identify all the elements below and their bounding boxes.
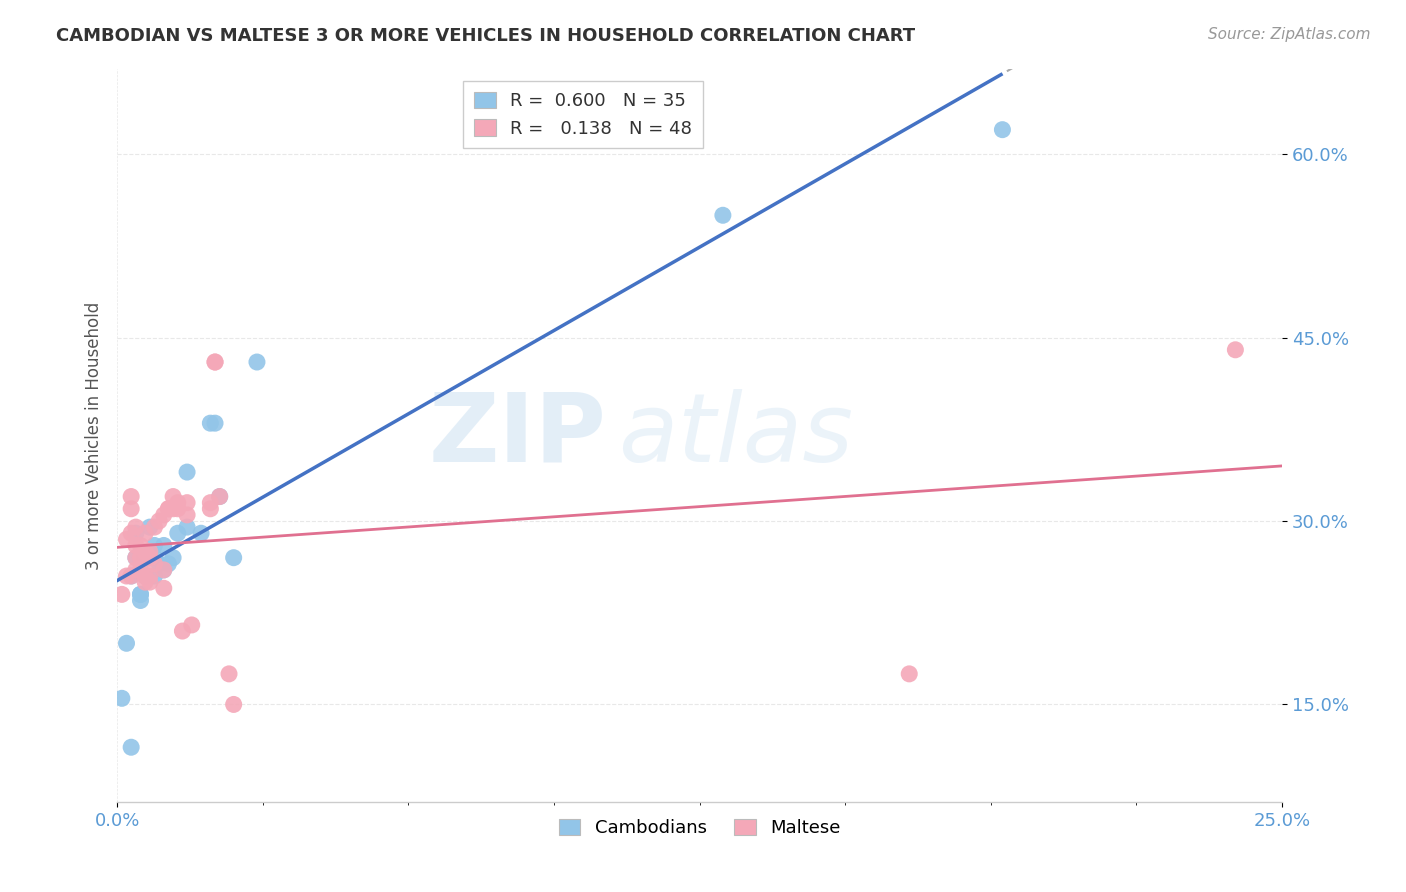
- Point: [129, 587, 152, 601]
- Point: [120, 740, 142, 755]
- Point: [157, 501, 180, 516]
- Text: ZIP: ZIP: [429, 389, 606, 482]
- Point: [115, 636, 138, 650]
- Point: [222, 550, 245, 565]
- Point: [134, 550, 156, 565]
- Point: [134, 544, 156, 558]
- Point: [139, 550, 162, 565]
- Point: [129, 563, 152, 577]
- Point: [166, 501, 188, 516]
- Point: [120, 569, 142, 583]
- Point: [134, 569, 156, 583]
- Point: [190, 526, 212, 541]
- Point: [176, 465, 198, 479]
- Point: [991, 122, 1014, 136]
- Point: [246, 355, 269, 369]
- Point: [898, 666, 921, 681]
- Point: [125, 550, 148, 565]
- Point: [129, 593, 152, 607]
- Point: [157, 557, 180, 571]
- Point: [120, 490, 142, 504]
- Point: [143, 550, 166, 565]
- Point: [120, 501, 142, 516]
- Point: [129, 538, 152, 552]
- Point: [115, 569, 138, 583]
- Point: [129, 587, 152, 601]
- Point: [148, 557, 170, 571]
- Text: CAMBODIAN VS MALTESE 3 OR MORE VEHICLES IN HOUSEHOLD CORRELATION CHART: CAMBODIAN VS MALTESE 3 OR MORE VEHICLES …: [56, 27, 915, 45]
- Point: [172, 624, 194, 638]
- Y-axis label: 3 or more Vehicles in Household: 3 or more Vehicles in Household: [86, 301, 103, 569]
- Point: [129, 550, 152, 565]
- Point: [162, 490, 184, 504]
- Point: [152, 563, 174, 577]
- Point: [111, 587, 134, 601]
- Point: [139, 569, 162, 583]
- Text: Source: ZipAtlas.com: Source: ZipAtlas.com: [1208, 27, 1371, 42]
- Point: [125, 563, 148, 577]
- Legend: Cambodians, Maltese: Cambodians, Maltese: [551, 812, 848, 845]
- Point: [204, 355, 226, 369]
- Point: [139, 544, 162, 558]
- Point: [125, 520, 148, 534]
- Point: [134, 526, 156, 541]
- Point: [115, 533, 138, 547]
- Point: [222, 698, 245, 712]
- Point: [125, 550, 148, 565]
- Text: atlas: atlas: [619, 389, 853, 482]
- Point: [143, 538, 166, 552]
- Point: [152, 581, 174, 595]
- Point: [200, 496, 222, 510]
- Point: [711, 208, 734, 222]
- Point: [208, 490, 231, 504]
- Point: [143, 520, 166, 534]
- Point: [125, 526, 148, 541]
- Point: [162, 501, 184, 516]
- Point: [143, 569, 166, 583]
- Point: [180, 618, 202, 632]
- Point: [152, 508, 174, 522]
- Point: [218, 666, 240, 681]
- Point: [200, 416, 222, 430]
- Point: [166, 496, 188, 510]
- Point: [111, 691, 134, 706]
- Point: [134, 550, 156, 565]
- Point: [148, 514, 170, 528]
- Point: [166, 526, 188, 541]
- Point: [176, 496, 198, 510]
- Point: [120, 569, 142, 583]
- Point: [139, 550, 162, 565]
- Point: [134, 569, 156, 583]
- Point: [208, 490, 231, 504]
- Point: [143, 557, 166, 571]
- Point: [139, 544, 162, 558]
- Point: [1225, 343, 1247, 357]
- Point: [139, 544, 162, 558]
- Point: [200, 501, 222, 516]
- Point: [120, 526, 142, 541]
- Point: [204, 416, 226, 430]
- Point: [152, 538, 174, 552]
- Point: [176, 508, 198, 522]
- Point: [162, 550, 184, 565]
- Point: [139, 550, 162, 565]
- Point: [139, 575, 162, 590]
- Point: [139, 520, 162, 534]
- Point: [125, 538, 148, 552]
- Point: [152, 563, 174, 577]
- Point: [176, 520, 198, 534]
- Point: [134, 575, 156, 590]
- Point: [157, 501, 180, 516]
- Point: [204, 355, 226, 369]
